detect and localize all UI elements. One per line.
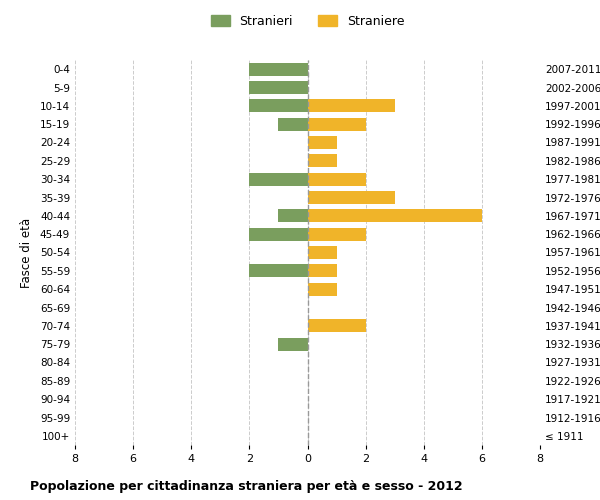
Bar xyxy=(250,173,308,186)
Y-axis label: Fasce di età: Fasce di età xyxy=(20,218,33,288)
Bar xyxy=(278,118,308,130)
Bar xyxy=(308,154,337,167)
Legend: Stranieri, Straniere: Stranieri, Straniere xyxy=(206,10,409,33)
Bar xyxy=(308,228,365,240)
Bar xyxy=(308,283,337,296)
Bar xyxy=(250,100,308,112)
Bar xyxy=(278,210,308,222)
Bar xyxy=(308,246,337,259)
Bar xyxy=(250,81,308,94)
Bar xyxy=(278,338,308,350)
Text: Popolazione per cittadinanza straniera per età e sesso - 2012: Popolazione per cittadinanza straniera p… xyxy=(30,480,463,493)
Bar xyxy=(308,264,337,277)
Bar xyxy=(250,264,308,277)
Bar xyxy=(308,118,365,130)
Bar xyxy=(308,136,337,149)
Bar xyxy=(308,320,365,332)
Bar xyxy=(308,100,395,112)
Bar xyxy=(250,63,308,76)
Bar xyxy=(250,228,308,240)
Bar xyxy=(308,191,395,204)
Bar xyxy=(308,173,365,186)
Bar xyxy=(308,210,482,222)
